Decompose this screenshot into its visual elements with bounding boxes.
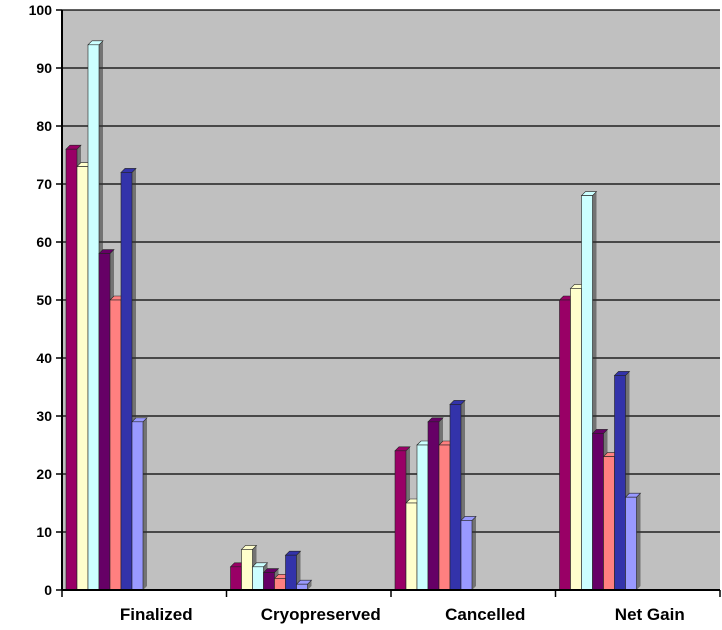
bar-front bbox=[131, 421, 144, 591]
bar-front bbox=[559, 299, 571, 591]
y-tick-label: 100 bbox=[29, 2, 53, 18]
bar-front bbox=[120, 172, 133, 591]
x-category-label: Cancelled bbox=[445, 605, 525, 624]
bar-front bbox=[405, 502, 418, 591]
bar-front bbox=[570, 288, 582, 591]
bar bbox=[624, 492, 642, 591]
y-tick-label: 80 bbox=[36, 118, 52, 134]
bar bbox=[284, 550, 302, 591]
bar-front bbox=[98, 253, 111, 591]
gridlines bbox=[56, 9, 720, 591]
y-tick-label: 90 bbox=[36, 60, 52, 76]
x-category-labels: Finalized Cryopreserved Cancelled Net Gain bbox=[120, 605, 685, 624]
bar-side bbox=[472, 516, 476, 590]
y-tick-label: 0 bbox=[44, 582, 52, 598]
y-tick-label: 20 bbox=[36, 466, 52, 482]
y-tick-label: 50 bbox=[36, 292, 52, 308]
bar-front bbox=[460, 520, 473, 591]
bar-front bbox=[614, 375, 626, 591]
bar-front bbox=[449, 404, 462, 591]
bar-front bbox=[76, 166, 89, 591]
bar-front bbox=[241, 549, 253, 591]
y-tick-labels: 0 10 20 30 40 50 60 70 80 90 100 bbox=[29, 2, 53, 598]
bar-front bbox=[65, 148, 78, 591]
bar bbox=[131, 417, 148, 591]
x-category-label: Cryopreserved bbox=[261, 605, 381, 624]
bars bbox=[65, 40, 642, 591]
y-tick-label: 70 bbox=[36, 176, 52, 192]
y-tick-label: 10 bbox=[36, 524, 52, 540]
bar-side bbox=[307, 580, 312, 590]
bar-front bbox=[625, 496, 637, 591]
x-category-label: Net Gain bbox=[615, 605, 685, 624]
bar-side bbox=[143, 417, 147, 590]
bar-front bbox=[263, 572, 275, 591]
bar-front bbox=[581, 195, 593, 591]
bar-front bbox=[416, 444, 429, 591]
bar-front bbox=[230, 566, 242, 591]
y-tick-label: 60 bbox=[36, 234, 52, 250]
bar-side bbox=[636, 493, 641, 590]
bar-front bbox=[438, 444, 451, 591]
bar-front bbox=[109, 299, 122, 591]
bar-front bbox=[394, 450, 407, 591]
bar-front bbox=[285, 554, 297, 591]
bar bbox=[460, 516, 477, 591]
bar-side bbox=[296, 551, 301, 590]
y-tick-label: 30 bbox=[36, 408, 52, 424]
bar-front bbox=[592, 433, 604, 591]
bar bbox=[295, 579, 313, 591]
bar-front bbox=[427, 421, 440, 591]
bar-front bbox=[87, 44, 100, 591]
y-tick-label: 40 bbox=[36, 350, 52, 366]
bar-front bbox=[603, 456, 615, 591]
bar-front bbox=[252, 566, 264, 591]
bar-front bbox=[274, 578, 286, 591]
axes bbox=[61, 10, 721, 597]
x-category-label: Finalized bbox=[120, 605, 193, 624]
